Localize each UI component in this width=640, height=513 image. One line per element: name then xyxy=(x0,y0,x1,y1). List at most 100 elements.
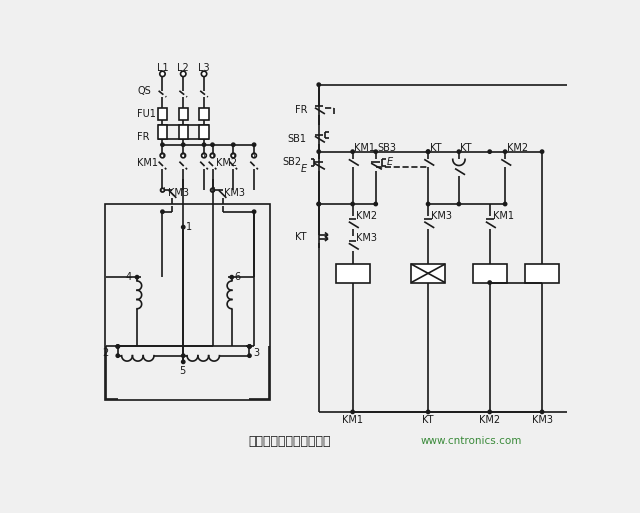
Circle shape xyxy=(230,275,234,279)
Circle shape xyxy=(457,202,461,206)
Text: KM2: KM2 xyxy=(356,211,377,221)
Text: 3: 3 xyxy=(253,348,259,358)
Circle shape xyxy=(374,150,378,153)
Text: d: d xyxy=(159,152,164,159)
Text: SB1: SB1 xyxy=(287,133,307,144)
Circle shape xyxy=(488,281,492,284)
Text: 6: 6 xyxy=(234,272,240,282)
Text: KT: KT xyxy=(422,415,434,425)
Circle shape xyxy=(211,188,214,192)
Circle shape xyxy=(488,410,492,413)
Circle shape xyxy=(317,202,321,206)
Circle shape xyxy=(252,143,256,146)
Text: d: d xyxy=(201,152,205,159)
Circle shape xyxy=(426,202,430,206)
Circle shape xyxy=(504,202,507,206)
Bar xyxy=(179,125,188,139)
Text: KM1: KM1 xyxy=(137,158,158,168)
Circle shape xyxy=(426,410,430,413)
Circle shape xyxy=(252,153,257,158)
Text: E: E xyxy=(387,157,393,167)
Text: 双速电动机调速控制线路: 双速电动机调速控制线路 xyxy=(248,435,331,448)
Text: KM3: KM3 xyxy=(431,211,452,221)
Circle shape xyxy=(182,354,185,358)
Text: FR: FR xyxy=(137,132,150,142)
Text: E: E xyxy=(301,164,307,173)
Bar xyxy=(336,264,369,283)
Text: L2: L2 xyxy=(177,63,189,73)
Circle shape xyxy=(202,153,206,158)
Circle shape xyxy=(248,354,251,358)
Text: KM2: KM2 xyxy=(216,158,237,168)
Circle shape xyxy=(182,143,185,146)
Bar xyxy=(473,264,507,283)
Circle shape xyxy=(252,210,256,213)
Bar xyxy=(158,125,167,139)
Circle shape xyxy=(135,275,139,279)
Text: KM3: KM3 xyxy=(532,415,552,425)
Text: www.cntronics.com: www.cntronics.com xyxy=(420,436,522,446)
Circle shape xyxy=(160,71,165,76)
Circle shape xyxy=(351,410,355,413)
Circle shape xyxy=(182,225,185,229)
Text: KM2: KM2 xyxy=(479,415,500,425)
Circle shape xyxy=(248,345,251,348)
Text: KM1: KM1 xyxy=(354,143,375,153)
Text: KM3: KM3 xyxy=(224,188,245,198)
Circle shape xyxy=(540,150,544,153)
Circle shape xyxy=(116,345,120,348)
Circle shape xyxy=(210,153,215,158)
Text: d: d xyxy=(211,187,214,193)
Text: KM1: KM1 xyxy=(493,211,514,221)
Text: SB3: SB3 xyxy=(378,143,396,153)
Text: L3: L3 xyxy=(198,63,210,73)
Circle shape xyxy=(351,202,355,206)
Circle shape xyxy=(374,202,378,206)
Circle shape xyxy=(488,150,492,153)
Text: FR: FR xyxy=(294,105,307,115)
Circle shape xyxy=(540,410,544,413)
Circle shape xyxy=(317,150,321,153)
Circle shape xyxy=(116,354,120,358)
Text: 1: 1 xyxy=(186,222,191,232)
Circle shape xyxy=(202,143,205,146)
Circle shape xyxy=(182,360,185,364)
Bar xyxy=(200,108,209,120)
Circle shape xyxy=(116,345,120,348)
Text: 4: 4 xyxy=(125,272,132,282)
Circle shape xyxy=(351,150,355,153)
Circle shape xyxy=(317,83,321,86)
Circle shape xyxy=(232,143,235,146)
Circle shape xyxy=(160,153,164,158)
Bar xyxy=(411,264,445,283)
Text: d: d xyxy=(251,152,255,159)
Circle shape xyxy=(181,153,186,158)
Text: 2: 2 xyxy=(102,348,109,358)
Text: 5: 5 xyxy=(179,366,186,376)
Circle shape xyxy=(457,150,461,153)
Circle shape xyxy=(504,150,507,153)
Circle shape xyxy=(426,150,430,153)
Text: KT: KT xyxy=(295,232,307,242)
Circle shape xyxy=(202,71,207,76)
Bar xyxy=(105,204,270,400)
Text: d: d xyxy=(209,152,214,159)
Circle shape xyxy=(161,143,164,146)
Bar xyxy=(158,108,167,120)
Circle shape xyxy=(231,153,236,158)
Circle shape xyxy=(426,150,430,153)
Circle shape xyxy=(248,345,251,348)
Text: FU1: FU1 xyxy=(137,109,156,119)
Text: SB2: SB2 xyxy=(283,157,302,167)
Bar xyxy=(525,264,559,283)
Text: L1: L1 xyxy=(157,63,168,73)
Bar xyxy=(179,108,188,120)
Circle shape xyxy=(211,143,214,146)
Circle shape xyxy=(180,71,186,76)
Text: QS: QS xyxy=(137,86,151,96)
Text: d: d xyxy=(230,152,235,159)
Text: KT: KT xyxy=(460,143,472,153)
Bar xyxy=(200,125,209,139)
Text: d: d xyxy=(160,187,164,193)
Text: KM3: KM3 xyxy=(356,233,377,243)
